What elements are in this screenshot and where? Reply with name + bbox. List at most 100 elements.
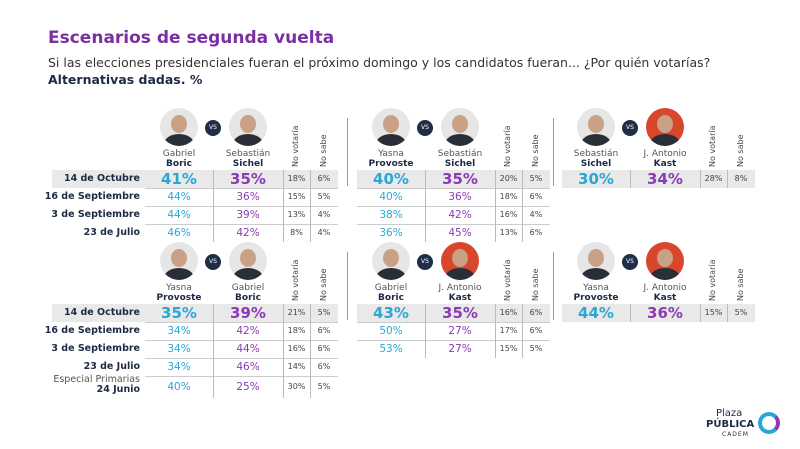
candidate2-value: 46% xyxy=(236,361,260,373)
candidate2-value: 44% xyxy=(236,343,260,355)
person-head xyxy=(657,249,673,267)
no-sabe-value: 6% xyxy=(529,192,543,201)
candidate1-value: 34% xyxy=(167,361,191,373)
candidate1-value: 41% xyxy=(161,170,197,188)
person-body xyxy=(164,134,194,146)
candidate-photo xyxy=(441,242,479,280)
no-sabe-value: 4% xyxy=(317,210,331,219)
candidate-photo xyxy=(372,108,410,146)
candidate1-value: 50% xyxy=(379,325,403,337)
person-head xyxy=(240,115,256,133)
no-sabe-value: 6% xyxy=(317,362,331,371)
column-divider xyxy=(310,304,311,322)
candidate-last-name: Provoste xyxy=(573,293,619,303)
candidate-last-name: Sichel xyxy=(580,159,612,169)
candidate-photo xyxy=(160,242,198,280)
person-head xyxy=(588,249,604,267)
no-sabe-value: 5% xyxy=(317,308,331,317)
column-divider xyxy=(310,206,311,224)
column-divider xyxy=(213,224,214,242)
column-divider xyxy=(522,206,523,224)
candidate1-value: 43% xyxy=(373,304,409,322)
no-votaria-header: No votaría xyxy=(503,259,512,301)
column-divider xyxy=(495,304,496,322)
person-body xyxy=(581,134,611,146)
no-sabe-value: 4% xyxy=(529,210,543,219)
no-votaria-value: 30% xyxy=(287,382,306,391)
vs-badge: VS xyxy=(205,120,221,136)
column-divider xyxy=(283,188,284,206)
candidate1-value: 36% xyxy=(379,227,403,239)
vs-badge: VS xyxy=(622,120,638,136)
row-label: 23 de Julio xyxy=(83,227,140,238)
row-divider xyxy=(145,322,338,323)
column-divider xyxy=(310,376,311,398)
candidate2-value: 25% xyxy=(236,381,260,393)
candidate2-value: 36% xyxy=(236,191,260,203)
no-sabe-header: No sabe xyxy=(319,268,328,302)
no-sabe-header: No sabe xyxy=(531,134,540,168)
candidate2-value: 42% xyxy=(236,227,260,239)
plaza-publica-logo: Plaza PÚBLICA CADEM xyxy=(706,408,786,444)
candidate-first-name: Yasna xyxy=(378,149,404,159)
candidate2-value: 34% xyxy=(647,170,683,188)
candidate-photo xyxy=(229,108,267,146)
no-sabe-header: No sabe xyxy=(736,268,745,302)
no-votaria-value: 17% xyxy=(499,326,518,335)
column-divider xyxy=(425,206,426,224)
candidate1-value: 44% xyxy=(167,209,191,221)
panel-divider xyxy=(347,252,348,320)
row-label-prefix: Especial Primarias xyxy=(53,374,140,385)
column-divider xyxy=(522,304,523,322)
column-divider xyxy=(495,206,496,224)
no-votaria-value: 8% xyxy=(290,228,303,237)
person-body xyxy=(233,268,263,280)
vs-badge: VS xyxy=(622,254,638,270)
no-sabe-value: 5% xyxy=(317,192,331,201)
candidate2-value: 45% xyxy=(448,227,472,239)
no-sabe-value: 6% xyxy=(529,308,543,317)
column-divider xyxy=(213,304,214,322)
no-votaria-header: No votaría xyxy=(503,125,512,167)
candidate1-value: 40% xyxy=(373,170,409,188)
row-divider xyxy=(145,188,338,189)
panel-divider xyxy=(347,118,348,186)
no-sabe-value: 6% xyxy=(529,326,543,335)
person-body xyxy=(233,134,263,146)
column-divider xyxy=(310,358,311,376)
row-label: 14 de Octubre xyxy=(63,307,140,318)
person-body xyxy=(164,268,194,280)
candidate1-value: 35% xyxy=(161,304,197,322)
row-divider xyxy=(145,376,338,377)
column-divider xyxy=(283,358,284,376)
vs-badge: VS xyxy=(205,254,221,270)
no-votaria-value: 18% xyxy=(287,326,306,335)
column-divider xyxy=(283,170,284,188)
candidate-last-name: Kast xyxy=(448,293,472,303)
candidate1-value: 40% xyxy=(167,381,191,393)
column-divider xyxy=(522,340,523,358)
no-sabe-value: 6% xyxy=(317,344,331,353)
column-divider xyxy=(425,322,426,340)
no-votaria-value: 18% xyxy=(287,174,306,183)
column-divider xyxy=(700,170,701,188)
candidate-first-name: J. Antonio xyxy=(643,149,687,159)
column-divider xyxy=(630,170,631,188)
candidate-last-name: Boric xyxy=(166,159,192,169)
column-divider xyxy=(283,224,284,242)
column-divider xyxy=(495,224,496,242)
column-divider xyxy=(310,170,311,188)
candidate1-value: 44% xyxy=(167,191,191,203)
column-divider xyxy=(727,170,728,188)
candidate-photo xyxy=(229,242,267,280)
candidate1-value: 34% xyxy=(167,325,191,337)
column-divider xyxy=(213,170,214,188)
panel-divider xyxy=(553,252,554,320)
no-sabe-value: 6% xyxy=(317,174,331,183)
row-label: 3 de Septiembre xyxy=(51,209,140,220)
row-divider xyxy=(145,224,338,225)
column-divider xyxy=(727,304,728,322)
candidate-photo xyxy=(646,108,684,146)
logo-text: PÚBLICA xyxy=(706,419,755,430)
